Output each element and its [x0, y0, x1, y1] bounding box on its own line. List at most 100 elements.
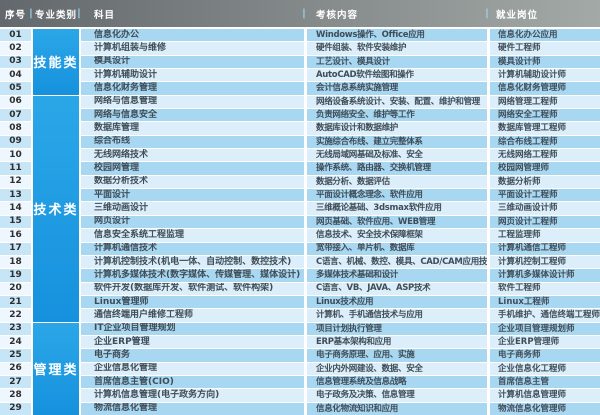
- job-cell: 工程监理师: [490, 229, 600, 242]
- content-cell: 数据库设计和数据维护: [307, 122, 487, 135]
- content-cell: C语言、机械、数控、模具、CAD/CAM应用技术: [307, 255, 487, 269]
- header-separator: |: [29, 8, 33, 19]
- row-number: 17: [0, 242, 31, 255]
- content-cell: Linux技术应用: [307, 295, 487, 309]
- job-cell: 计算机控制工程师: [490, 255, 600, 269]
- row-number: 01: [0, 29, 31, 42]
- content-cell: 无线局域网基础及标准、安全: [307, 149, 487, 162]
- category-block: 技能类: [33, 29, 79, 95]
- content-cell: 操作系统、路由器、交换机管理: [307, 162, 487, 175]
- job-cell: 网络安全工程师: [490, 109, 600, 122]
- content-cell: ERP基本架构和应用: [307, 335, 487, 349]
- row-number: 19: [0, 269, 31, 282]
- row-number: 02: [0, 42, 31, 55]
- subject-cell: 信息化办公: [81, 29, 304, 42]
- row-number: 11: [0, 162, 31, 175]
- header-separator: |: [302, 8, 306, 19]
- header-col-content: 考核内容: [316, 9, 359, 21]
- job-cell: 软件工程师: [490, 282, 600, 295]
- job-cell: 电子商务师: [490, 349, 600, 362]
- subject-cell: 综合布线: [81, 135, 304, 149]
- content-cell: 企业内外网建设、数据、安全: [307, 362, 487, 375]
- job-cell: 企业信息化工程师: [490, 362, 600, 375]
- subject-cell: 模具设计: [81, 55, 304, 69]
- subject-cell: 平面设计: [81, 189, 304, 202]
- job-cell: 无线网络工程师: [490, 149, 600, 162]
- subject-cell: 软件开发(数据库开发、软件测试、软件构架): [81, 282, 304, 295]
- subject-cell: 物流信息化管理: [81, 402, 304, 415]
- subject-cell: 计算机信息管理(电子政务方向): [81, 389, 304, 402]
- table-body: 01 信息化办公 Windows操作、Office应用 信息化办公应用 02 计算机组装与…: [0, 29, 600, 415]
- row-number: 13: [0, 189, 31, 202]
- table-header: 序号 | 专业类别 | 科目 | 考核内容 | 就业岗位: [0, 0, 600, 27]
- row-number: 24: [0, 335, 31, 349]
- header-separator: |: [485, 8, 489, 19]
- job-cell: 信息化办公应用: [490, 29, 600, 42]
- content-cell: 电子商务原理、应用、实施: [307, 349, 487, 362]
- row-number: 27: [0, 375, 31, 389]
- job-cell: 数据分析师: [490, 175, 600, 189]
- content-cell: 多媒体技术基础和设计: [307, 269, 487, 282]
- header-col-job: 就业岗位: [496, 9, 539, 21]
- content-cell: 信息管理系统及信息战略: [307, 375, 487, 389]
- job-cell: 计算机多媒体设计师: [490, 269, 600, 282]
- job-cell: 计算机辅助设计师: [490, 69, 600, 82]
- job-cell: 信息化财务管理师: [490, 82, 600, 95]
- subject-cell: 计算机通信技术: [81, 242, 304, 255]
- row-number: 10: [0, 149, 31, 162]
- job-cell: 网络管理工程师: [490, 95, 600, 109]
- header-col-subject: 科目: [94, 9, 116, 21]
- content-cell: 宽带接入、单片机、数据库: [307, 242, 487, 255]
- content-cell: 硬件组装、软件安装维护: [307, 42, 487, 55]
- subject-cell: 通信终端用户维修工程师: [81, 309, 304, 322]
- content-cell: AutoCAD软件绘图和操作: [307, 69, 487, 82]
- job-cell: 计算机通信工程师: [490, 242, 600, 255]
- job-cell: 硬件工程师: [490, 42, 600, 55]
- subject-cell: 信息化财务管理: [81, 82, 304, 95]
- job-cell: Linux工程师: [490, 295, 600, 309]
- content-cell: 平面设计概念理念、软件应用: [307, 189, 487, 202]
- content-cell: 三维概论基础、3dsmax软件应用: [307, 202, 487, 215]
- subject-cell: 计算机控制技术(机电一体、自动控制、数控技术): [81, 255, 304, 269]
- content-cell: C语言、VB、JAVA、ASP技术: [307, 282, 487, 295]
- subject-cell: 企业ERP管理: [81, 335, 304, 349]
- job-cell: 手机维护、通信终端工程师: [490, 309, 600, 322]
- row-number: 21: [0, 295, 31, 309]
- content-cell: 会计信息系统实施管理: [307, 82, 487, 95]
- category-block: 技术类: [33, 95, 79, 322]
- row-number: 12: [0, 175, 31, 189]
- job-cell: 校园网管理师: [490, 162, 600, 175]
- content-cell: 实施综合布线、建立完整体系: [307, 135, 487, 149]
- content-cell: 信息技术、安全技术保障框架: [307, 229, 487, 242]
- subject-cell: 企业信息化管理: [81, 362, 304, 375]
- subject-cell: 网络与信息安全: [81, 109, 304, 122]
- content-cell: 网页基础、软件应用、WEB管理: [307, 215, 487, 229]
- row-number: 15: [0, 215, 31, 229]
- subject-cell: 计算机多媒体技术(数字媒体、传媒管理、媒体设计): [81, 269, 304, 282]
- content-cell: 网络设备系统设计、安装、配置、维护和管理: [307, 95, 487, 109]
- content-cell: 项目计划执行管理: [307, 322, 487, 335]
- content-cell: 工艺设计、模具设计: [307, 55, 487, 69]
- row-number: 26: [0, 362, 31, 375]
- row-number: 28: [0, 389, 31, 402]
- row-number: 05: [0, 82, 31, 95]
- job-cell: 网页设计工程师: [490, 215, 600, 229]
- job-cell: 企业ERP管理师: [490, 335, 600, 349]
- content-cell: 信息化物流知识和应用: [307, 402, 487, 415]
- job-cell: 物流信息化管理师: [490, 402, 600, 415]
- content-cell: Windows操作、Office应用: [307, 29, 487, 42]
- row-number: 25: [0, 349, 31, 362]
- row-number: 09: [0, 135, 31, 149]
- row-number: 16: [0, 229, 31, 242]
- job-cell: 计算机信息管理师: [490, 389, 600, 402]
- content-cell: 电子政务及决策、信息管理: [307, 389, 487, 402]
- subject-cell: 电子商务: [81, 349, 304, 362]
- row-number: 29: [0, 402, 31, 415]
- job-cell: 平面设计工程师: [490, 189, 600, 202]
- subject-cell: 计算机组装与维修: [81, 42, 304, 55]
- subject-cell: 三维动画设计: [81, 202, 304, 215]
- row-number: 20: [0, 282, 31, 295]
- subject-cell: IT企业项目管理规划: [81, 322, 304, 335]
- job-cell: 模具设计师: [490, 55, 600, 69]
